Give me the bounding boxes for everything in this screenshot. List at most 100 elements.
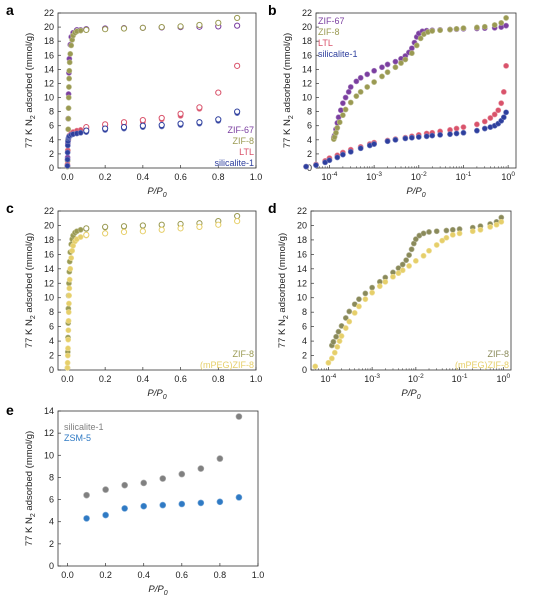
data-point (426, 229, 432, 235)
data-point (303, 163, 309, 170)
data-point (216, 498, 224, 506)
data-point (83, 515, 90, 522)
x-axis-label: P/P0 (147, 186, 166, 199)
desorption-point (196, 104, 203, 111)
data-point (325, 359, 332, 366)
data-point (339, 112, 346, 119)
data-point (347, 148, 354, 155)
adsorption-point (65, 126, 72, 133)
data-point (439, 237, 446, 244)
data-point (503, 109, 509, 116)
data-point (369, 284, 376, 291)
series-silicalite-1 (303, 109, 509, 170)
adsorption-point (65, 345, 71, 352)
legend-entry: (mPEG)ZIF-8 (455, 360, 509, 370)
plot-frame-b (315, 12, 517, 169)
x-tick-label: 10-4 (321, 373, 337, 384)
data-point (346, 308, 353, 315)
y-tick-label: 8 (49, 107, 54, 117)
legend-entry: silicalite-1 (64, 422, 104, 432)
adsorption-point (65, 105, 72, 112)
y-tick-label: 14 (44, 406, 54, 416)
data-point (481, 125, 488, 132)
adsorption-point (65, 309, 72, 316)
y-tick-label: 16 (302, 50, 312, 60)
desorption-point (120, 223, 128, 230)
x-tick-label: 0.2 (99, 172, 112, 182)
series-ltl (64, 62, 241, 168)
y-tick-label: 2 (307, 149, 312, 159)
adsorption-point (66, 276, 73, 283)
desorption-point (196, 21, 203, 29)
y-tick-label: 10 (44, 450, 54, 460)
y-tick-label: 4 (49, 135, 54, 145)
data-point (408, 45, 415, 52)
y-tick-label: 10 (297, 293, 307, 303)
y-axis-label: 77 K N2 adsorbed (mmol/g) (24, 233, 37, 348)
data-point (408, 246, 415, 253)
data-point (339, 100, 346, 107)
legend-entry: ZIF-67 (318, 16, 345, 26)
plot-frame-a (57, 12, 257, 169)
y-axis-label: 77 K N2 adsorbed (mmol/g) (24, 33, 37, 148)
y-tick-label: 4 (302, 336, 307, 346)
adsorption-point (77, 234, 84, 240)
data-point (481, 118, 488, 125)
desorption-point (158, 221, 165, 228)
adsorption-point (65, 327, 72, 334)
adsorption-point (67, 50, 74, 57)
data-point (371, 67, 378, 74)
data-point (403, 257, 410, 264)
series-ltl (303, 62, 509, 170)
adsorption-point (66, 285, 73, 292)
data-point (420, 252, 427, 259)
data-point (453, 125, 460, 132)
y-tick-label: 22 (297, 206, 307, 216)
data-point (178, 500, 186, 508)
x-axis-label: P/P0 (147, 388, 166, 401)
x-tick-label: 0.4 (137, 570, 150, 580)
series--mpeg-zif-8 (312, 218, 505, 370)
desorption-point (177, 225, 184, 232)
y-tick-label: 8 (49, 307, 54, 317)
data-point (235, 413, 243, 420)
y-tick-label: 8 (49, 472, 54, 482)
data-point (330, 338, 337, 345)
panel-d: 0 2 4 6 8 10 12 14 16 18 20 22 10-4 10-3 10-2 10-1 100 P/… (268, 200, 512, 401)
data-point (364, 71, 371, 78)
data-point (347, 84, 354, 90)
data-point (408, 134, 415, 141)
panel-e: 0 2 4 6 8 10 12 14 0.0 0.2 0.4 0.6 0.8 1.0 P/P0 77 K N2… (6, 402, 264, 597)
data-point (408, 50, 415, 57)
data-point (402, 135, 409, 142)
desorption-point (120, 124, 128, 131)
data-point (498, 100, 505, 107)
data-point (371, 79, 378, 85)
x-tick-label: 10-3 (366, 171, 382, 182)
y-tick-label: 14 (44, 264, 54, 274)
data-point (392, 64, 399, 71)
x-tick-label: 0.6 (176, 570, 189, 580)
x-tick-label: 10-3 (364, 373, 380, 384)
data-point (312, 363, 319, 370)
adsorption-point (66, 59, 73, 66)
desorption-point (120, 25, 128, 32)
y-tick-label: 12 (44, 428, 54, 438)
adsorption-point (67, 265, 74, 272)
data-point (412, 257, 419, 264)
data-point (353, 78, 360, 85)
y-tick-label: 10 (302, 93, 312, 103)
data-point (392, 136, 399, 143)
data-point (356, 296, 362, 303)
data-point (449, 226, 456, 233)
y-tick-label: 18 (44, 235, 54, 245)
x-tick-label: 0.0 (61, 570, 74, 580)
y-tick-label: 12 (44, 78, 54, 88)
desorption-point (102, 230, 109, 237)
data-point (495, 107, 502, 114)
desorption-point (83, 231, 90, 238)
desorption-point (120, 119, 128, 126)
data-point (417, 35, 424, 42)
series-zif-8 (328, 214, 505, 349)
x-axis-label: P/P0 (401, 388, 420, 401)
